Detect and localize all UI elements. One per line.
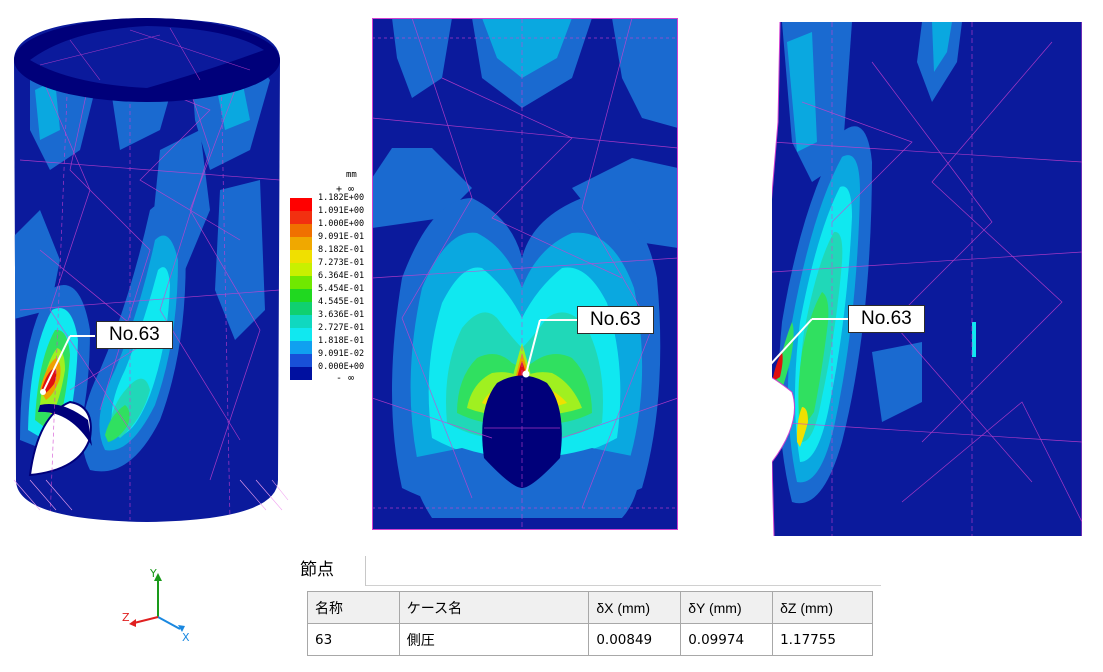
legend-swatch bbox=[290, 198, 312, 211]
legend-label: 1.091E+00 bbox=[318, 206, 365, 216]
axis-label-x: X bbox=[182, 631, 190, 644]
legend-label: 1.000E+00 bbox=[318, 219, 365, 229]
legend-label: 6.364E-01 bbox=[318, 271, 365, 281]
cylinder-contour-plot bbox=[13, 18, 289, 522]
column-header-name[interactable]: 名称 bbox=[307, 591, 400, 624]
legend-swatch bbox=[290, 341, 312, 354]
node-marker bbox=[522, 370, 530, 378]
legend-label: 2.727E-01 bbox=[318, 323, 365, 333]
legend-label: 9.091E-02 bbox=[318, 349, 365, 359]
axis-label-z: Z bbox=[122, 611, 130, 624]
legend-swatch bbox=[290, 250, 312, 263]
legend-label-column: 1.182E+00 1.091E+00 1.000E+00 9.091E-01 8.18… bbox=[318, 193, 365, 380]
legend-plus-infinity: + ∞ bbox=[336, 184, 355, 195]
legend-swatch bbox=[290, 328, 312, 341]
front-contour-plot bbox=[372, 18, 678, 530]
legend-label: 1.182E+00 bbox=[318, 193, 365, 203]
legend-label: 5.454E-01 bbox=[318, 284, 365, 294]
legend-swatch bbox=[290, 276, 312, 289]
column-header-dy[interactable]: δY (mm) bbox=[680, 591, 774, 624]
cell-dz[interactable]: 1.17755 bbox=[772, 623, 873, 656]
side-contour-plot bbox=[772, 22, 1082, 536]
panel-divider bbox=[366, 585, 881, 586]
axis-triad: Y X Z bbox=[118, 565, 198, 645]
tab-nodes[interactable]: 節点 bbox=[300, 560, 334, 579]
axis-triad-graphic bbox=[129, 573, 185, 632]
legend-minus-infinity: - ∞ bbox=[336, 373, 355, 384]
legend-label: 8.182E-01 bbox=[318, 245, 365, 255]
legend-swatch bbox=[290, 211, 312, 224]
legend-swatch bbox=[290, 354, 312, 367]
column-header-dz[interactable]: δZ (mm) bbox=[772, 591, 873, 624]
legend-unit: mm bbox=[346, 170, 357, 180]
legend-swatch-column bbox=[290, 198, 312, 380]
view-side: No.63 bbox=[772, 22, 1082, 536]
node-callout-label: No.63 bbox=[96, 321, 173, 349]
legend-swatch bbox=[290, 367, 312, 380]
column-header-case[interactable]: ケース名 bbox=[398, 591, 590, 624]
node-callout-label: No.63 bbox=[848, 305, 925, 333]
table-header-row: 名称 ケース名 δX (mm) δY (mm) δZ (mm) bbox=[307, 591, 873, 624]
view-isometric: No.63 bbox=[10, 10, 290, 530]
legend-swatch bbox=[290, 302, 312, 315]
legend-label: 7.273E-01 bbox=[318, 258, 365, 268]
legend-swatch bbox=[290, 315, 312, 328]
table-row[interactable]: 63 側圧 0.00849 0.09974 1.17755 bbox=[307, 623, 873, 656]
node-callout-label: No.63 bbox=[577, 306, 654, 334]
view-front: No.63 bbox=[372, 18, 678, 530]
legend-swatch bbox=[290, 263, 312, 276]
column-header-dx[interactable]: δX (mm) bbox=[588, 591, 682, 624]
cell-dx[interactable]: 0.00849 bbox=[588, 623, 682, 656]
node-results-table: 名称 ケース名 δX (mm) δY (mm) δZ (mm) 63 側圧 0.… bbox=[307, 591, 873, 656]
legend-label: 4.545E-01 bbox=[318, 297, 365, 307]
legend-label: 1.818E-01 bbox=[318, 336, 365, 346]
node-marker bbox=[40, 389, 46, 395]
axis-label-y: Y bbox=[150, 567, 157, 580]
tab-separator bbox=[365, 556, 366, 586]
legend-label: 3.636E-01 bbox=[318, 310, 365, 320]
legend-label: 0.000E+00 bbox=[318, 362, 365, 372]
cell-case[interactable]: 側圧 bbox=[398, 623, 590, 656]
legend-swatch bbox=[290, 289, 312, 302]
legend-swatch bbox=[290, 237, 312, 250]
legend-label: 9.091E-01 bbox=[318, 232, 365, 242]
callout-leader bbox=[42, 335, 71, 393]
cell-dy[interactable]: 0.09974 bbox=[680, 623, 774, 656]
legend-swatch bbox=[290, 224, 312, 237]
cell-name[interactable]: 63 bbox=[307, 623, 400, 656]
